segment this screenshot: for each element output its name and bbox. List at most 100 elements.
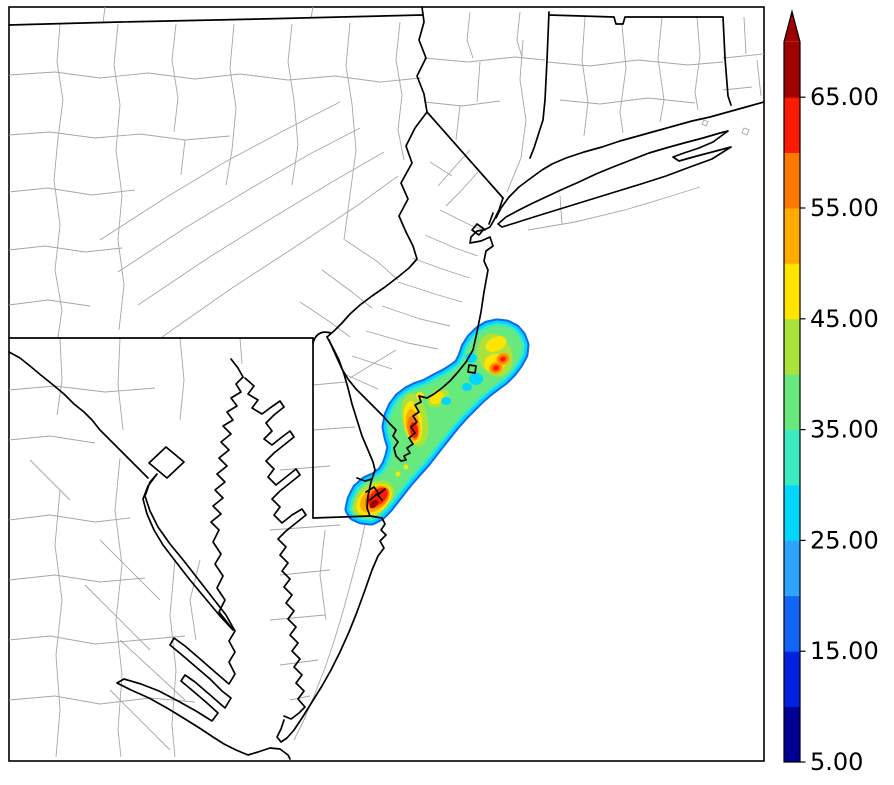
- county-boundary-line: [756, 59, 762, 97]
- colorbar: 65.00 55.00 45.00 35.00 25.00 15.00 5.00: [783, 9, 879, 776]
- colorbar-segment: [784, 595, 800, 652]
- colorbar-tick-label: 25.00: [810, 526, 879, 554]
- county-boundary-line: [8, 299, 91, 307]
- county-boundary-line: [117, 194, 125, 331]
- county-boundary-line: [321, 269, 373, 309]
- hotspot-contour: [395, 471, 401, 477]
- county-boundary-line: [8, 635, 186, 645]
- county-boundary-line: [445, 171, 479, 207]
- state-border-coastline: [8, 14, 423, 26]
- county-boundary-line: [8, 514, 131, 523]
- county-boundary-line: [119, 639, 186, 701]
- county-boundary-line: [189, 559, 201, 641]
- colorbar-segment: [784, 540, 800, 597]
- county-boundary-line: [137, 151, 385, 306]
- colorbar-segment: [784, 651, 800, 707]
- county-boundary-line: [694, 16, 701, 111]
- county-boundary-line: [424, 234, 479, 257]
- hotspot-contour: [369, 499, 379, 509]
- county-boundary-line: [84, 584, 151, 651]
- county-boundary-line: [269, 614, 326, 621]
- state-border-coastline: [488, 212, 494, 225]
- county-boundary-line: [229, 23, 237, 109]
- county-boundary-line: [722, 53, 765, 59]
- hotspot-contour: [500, 356, 506, 362]
- colorbar-outline: [783, 9, 801, 763]
- colorbar-segments: [783, 9, 806, 763]
- county-boundary-line: [349, 349, 397, 379]
- county-boundary-line: [506, 39, 527, 193]
- colorbar-segment: [784, 318, 800, 375]
- colorbar-tick-label: 15.00: [810, 637, 879, 665]
- county-boundary-line: [29, 459, 71, 501]
- county-boundary-line: [169, 559, 177, 758]
- county-boundary-line: [701, 119, 709, 127]
- county-boundary-line: [312, 381, 347, 386]
- county-boundary-line: [527, 186, 701, 231]
- colorbar-segment: [784, 208, 800, 264]
- county-boundary-line: [341, 372, 379, 390]
- county-boundary-line: [657, 16, 665, 123]
- colorbar-tick-label: 45.00: [810, 305, 879, 333]
- state-border-coastline: [356, 477, 373, 482]
- county-boundary-line: [455, 105, 461, 141]
- county-boundary-line: [397, 94, 405, 161]
- state-border-coastline: [426, 111, 504, 199]
- county-boundary-line: [411, 257, 471, 279]
- county-boundary-line: [239, 337, 243, 365]
- low-value-pocket: [465, 353, 477, 363]
- county-boundary-line: [8, 71, 241, 80]
- state-border-coastline: [230, 358, 244, 378]
- county-boundary-line: [743, 16, 747, 55]
- county-boundary-line: [56, 23, 64, 139]
- state-border-coastline: [529, 11, 550, 159]
- county-boundary-line: [180, 139, 186, 176]
- county-boundary-line: [381, 305, 451, 327]
- county-boundary-line: [291, 99, 299, 186]
- hotspot-contour: [403, 464, 409, 470]
- county-boundary-line: [99, 539, 161, 601]
- county-boundary-line: [279, 465, 331, 471]
- county-boundary-line: [8, 435, 96, 444]
- county-boundary-line: [239, 73, 422, 83]
- county-boundary-line: [423, 56, 546, 63]
- concentration-plume: [344, 318, 530, 526]
- county-boundaries: [8, 6, 765, 758]
- county-boundary-line: [345, 22, 353, 105]
- state-border-coastline: [8, 351, 149, 479]
- county-boundary-line: [225, 107, 237, 186]
- county-boundary-line: [99, 101, 341, 241]
- county-boundary-line: [279, 659, 319, 666]
- state-border-coastline: [497, 130, 732, 228]
- county-boundary-line: [54, 489, 63, 758]
- county-boundary-line: [117, 337, 124, 431]
- colorbar-segment: [784, 152, 800, 209]
- state-border-coastline: [416, 6, 428, 113]
- county-boundary-line: [56, 337, 63, 416]
- county-boundary-line: [423, 100, 501, 107]
- colorbar-tick-label: 65.00: [810, 83, 879, 111]
- county-boundary-line: [466, 11, 474, 59]
- county-boundary-line: [8, 187, 136, 196]
- state-border-coastline: [148, 446, 185, 479]
- state-border-coastline: [116, 376, 291, 760]
- colorbar-extend-arrow: [784, 11, 800, 42]
- state-borders-and-coastlines: [8, 6, 765, 760]
- colorbar-tick-label: 35.00: [810, 416, 879, 444]
- state-border-coastline: [326, 111, 428, 338]
- colorbar-segment: [784, 97, 800, 153]
- hotspot-contour: [493, 365, 499, 371]
- county-boundary-line: [115, 104, 123, 196]
- county-boundary-line: [8, 574, 146, 583]
- colorbar-tick-label: 55.00: [810, 194, 879, 222]
- state-border-coastline: [495, 101, 765, 219]
- county-boundary-line: [319, 529, 327, 621]
- state-border-coastline: [365, 486, 386, 495]
- county-boundary-line: [437, 149, 471, 187]
- colorbar-segment: [784, 485, 800, 541]
- county-boundary-line: [279, 569, 331, 576]
- state-border-coastline: [548, 14, 732, 106]
- state-border-coastline: [471, 223, 485, 236]
- colorbar-segment: [784, 429, 800, 486]
- county-boundary-line: [365, 330, 439, 350]
